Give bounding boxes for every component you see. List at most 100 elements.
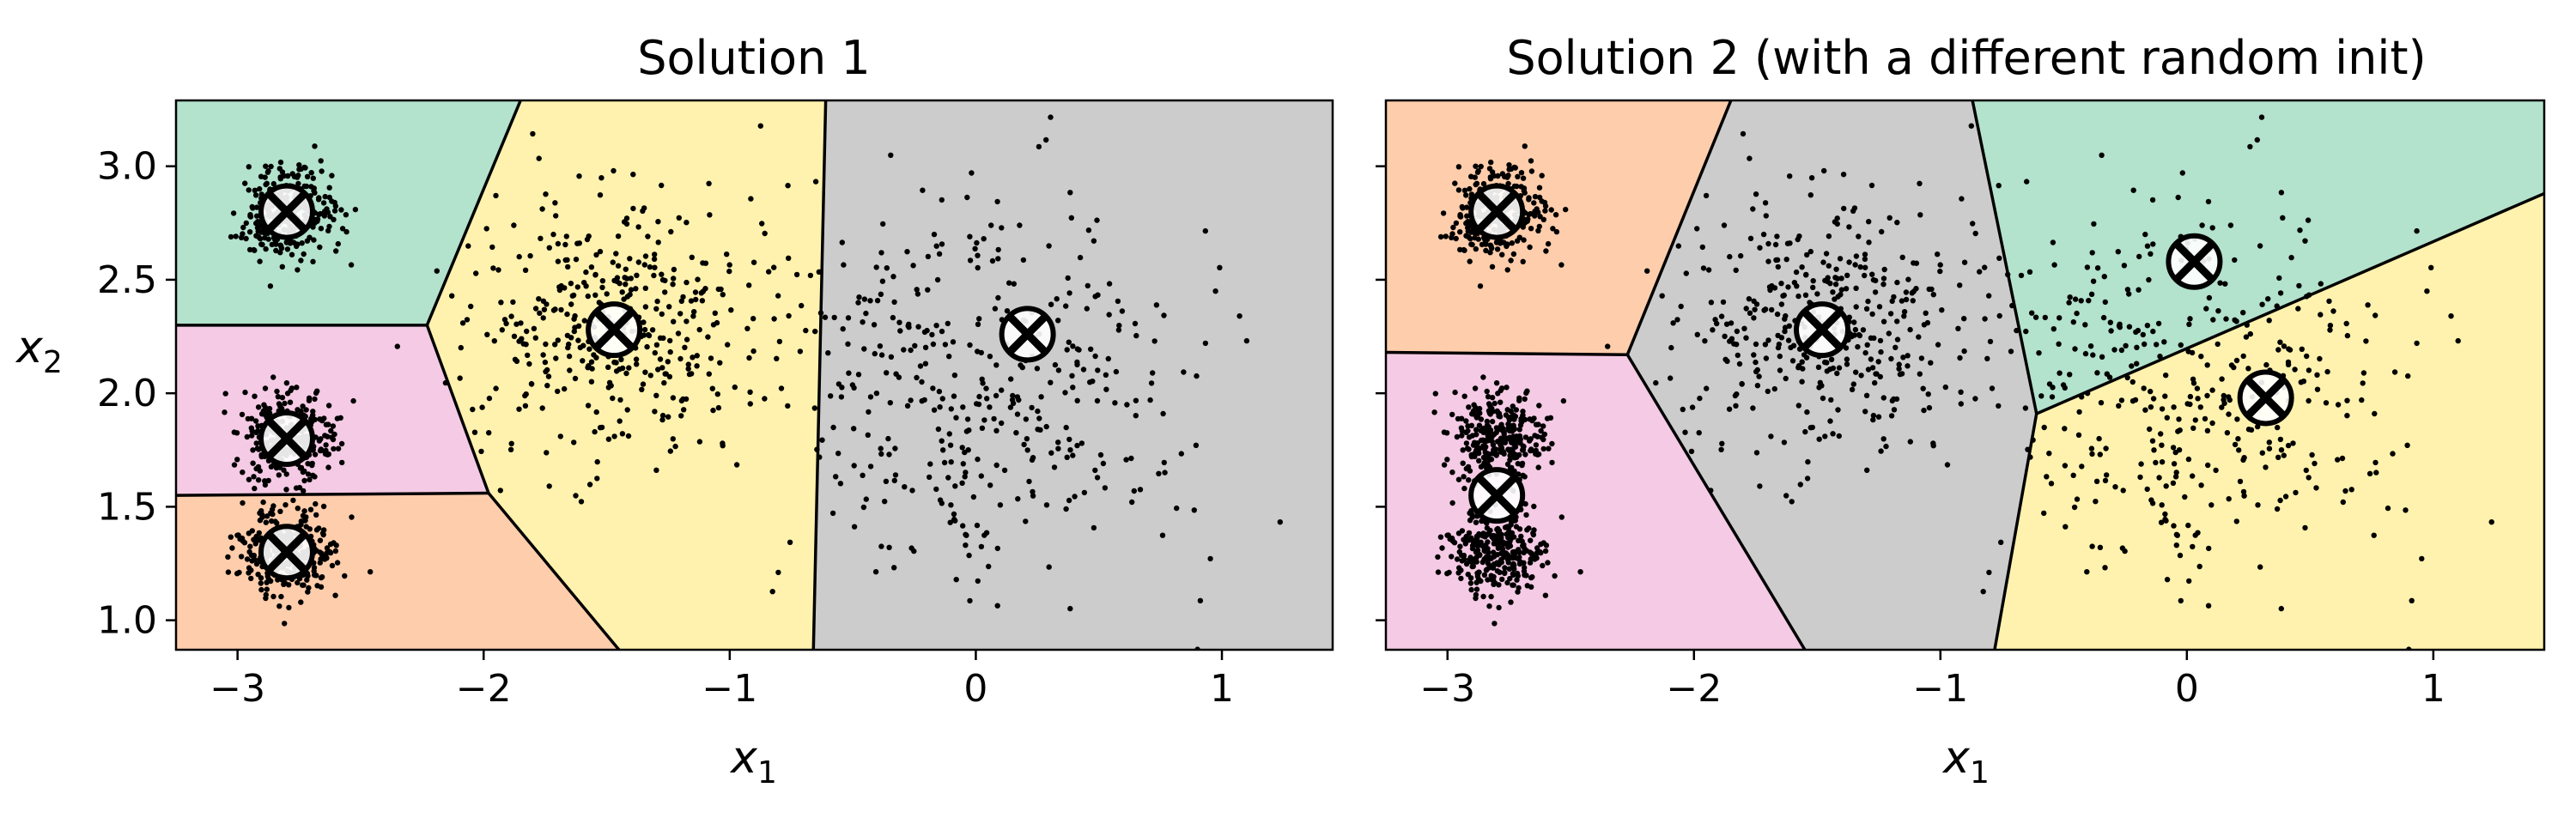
data-point <box>1010 392 1016 399</box>
data-point <box>479 404 485 410</box>
data-point <box>1863 392 1870 398</box>
data-point <box>1431 409 1437 415</box>
data-point <box>1491 431 1498 438</box>
data-point <box>1736 360 1743 367</box>
data-point <box>892 472 899 478</box>
data-point <box>1803 272 1809 278</box>
data-point <box>266 405 273 412</box>
panel-2-title: Solution 2 (with a different random init… <box>1506 31 2426 85</box>
data-point <box>1132 320 1139 327</box>
data-point <box>1066 290 1072 296</box>
data-point <box>867 394 874 400</box>
data-point <box>939 197 945 203</box>
data-point <box>1469 545 1476 552</box>
data-point <box>2151 447 2157 453</box>
data-point <box>2313 485 2319 491</box>
data-point <box>2359 397 2365 403</box>
data-point <box>1900 354 1906 360</box>
data-point <box>1972 230 1978 237</box>
data-point <box>623 370 629 377</box>
data-point <box>1043 136 1049 143</box>
data-point <box>1063 424 1069 431</box>
data-point <box>1810 284 1816 291</box>
data-point <box>262 385 269 391</box>
data-point <box>591 352 597 358</box>
data-point <box>522 403 529 409</box>
data-point <box>915 324 921 330</box>
data-point <box>1820 395 1826 402</box>
data-point <box>1473 586 1480 592</box>
data-point <box>540 352 546 358</box>
data-point <box>860 319 866 325</box>
data-point <box>2106 374 2113 380</box>
data-point <box>1517 422 1524 428</box>
data-point <box>1460 460 1466 466</box>
data-point <box>1876 304 1883 310</box>
data-point <box>927 474 933 481</box>
centroid-cross-stroke <box>1005 312 1050 357</box>
data-point <box>1468 191 1475 197</box>
y-tick-label: 1.0 <box>97 599 157 643</box>
data-point <box>1762 306 1769 312</box>
data-point <box>262 174 268 180</box>
data-point <box>662 289 668 295</box>
data-point <box>786 312 792 319</box>
centroid-cross-stroke <box>2243 375 2288 421</box>
data-point <box>1461 187 1468 193</box>
data-point <box>771 264 777 270</box>
data-point <box>2148 388 2154 395</box>
data-point <box>688 298 695 304</box>
data-point <box>793 271 800 278</box>
data-point <box>312 143 318 149</box>
data-point <box>993 462 999 469</box>
data-point <box>562 241 568 248</box>
data-point <box>2288 254 2294 261</box>
data-point <box>1528 446 1534 452</box>
data-point <box>1473 427 1479 433</box>
data-point <box>2022 405 2029 411</box>
data-point <box>2126 324 2133 330</box>
data-point <box>586 346 592 352</box>
data-point <box>2101 274 2107 280</box>
data-point <box>1510 439 1516 445</box>
data-point <box>799 302 805 309</box>
data-point <box>1522 396 1528 403</box>
data-point <box>2210 317 2216 323</box>
data-point <box>1518 184 1524 190</box>
data-point <box>659 271 665 277</box>
data-point <box>519 336 525 342</box>
data-point <box>483 226 489 232</box>
data-point <box>484 331 490 337</box>
data-point <box>2190 376 2196 382</box>
data-point <box>585 365 591 371</box>
data-point <box>486 430 492 436</box>
data-point <box>1458 425 1465 431</box>
data-point <box>249 433 255 439</box>
data-point <box>2215 308 2221 314</box>
data-point <box>339 459 345 466</box>
data-point <box>298 518 304 524</box>
data-point <box>983 530 990 536</box>
data-point <box>225 554 231 560</box>
data-point <box>267 283 274 289</box>
data-point <box>1777 353 1783 360</box>
data-point <box>243 235 249 242</box>
data-point <box>865 432 871 438</box>
data-point <box>1783 257 1789 263</box>
data-point <box>919 398 925 404</box>
data-point <box>1514 183 1520 190</box>
data-point <box>2159 442 2165 448</box>
data-point <box>885 435 891 442</box>
data-point <box>917 363 924 369</box>
data-point <box>1786 323 1792 329</box>
data-point <box>1605 343 1611 349</box>
data-point <box>577 344 583 351</box>
data-point <box>2198 354 2204 360</box>
data-point <box>1923 310 1929 316</box>
data-point <box>1161 312 1167 318</box>
data-point <box>1212 288 1218 294</box>
centroid-cross-stroke <box>1473 472 1520 518</box>
data-point <box>321 556 328 562</box>
centroid-cross-stroke <box>2172 239 2217 284</box>
data-point <box>1905 353 1911 359</box>
